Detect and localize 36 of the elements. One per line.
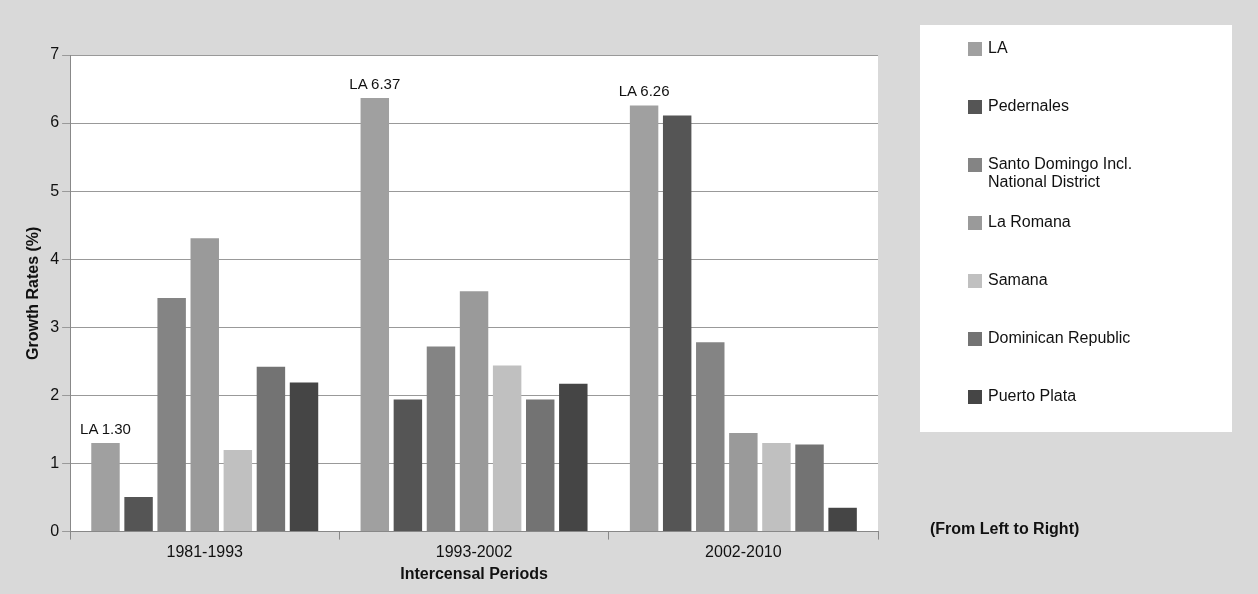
x-tick-label: 2002-2010: [705, 542, 782, 560]
legend-label: LA: [988, 39, 1008, 57]
y-tick-label: 0: [50, 522, 60, 540]
legend-label: Dominican Republic: [988, 329, 1131, 347]
bar: [828, 507, 857, 532]
bar: [662, 115, 692, 532]
bar: [223, 449, 253, 532]
y-tick-label: 2: [50, 385, 60, 403]
y-axis-title: Growth Rates (%): [24, 226, 42, 360]
y-tick-label: 4: [50, 249, 60, 267]
x-axis-title: Intercensal Periods: [400, 564, 548, 582]
x-tick-label: 1993-2002: [435, 542, 513, 560]
bar: [393, 399, 423, 532]
bar: [525, 399, 555, 532]
y-tick-label: 3: [50, 317, 60, 335]
bar: [256, 366, 286, 532]
legend-label: La Romana: [988, 213, 1071, 231]
y-tick-label: 7: [50, 45, 60, 63]
data-label: LA 1.30: [80, 419, 131, 437]
data-label: LA 6.37: [349, 74, 401, 92]
bar: [795, 444, 824, 532]
bar: [559, 383, 588, 532]
bar: [492, 365, 522, 532]
legend-label: Puerto Plata: [988, 387, 1077, 405]
text: (From Left to Right): [930, 520, 1080, 538]
data-label: LA 6.26: [618, 82, 670, 100]
y-tick-label: 5: [50, 181, 60, 199]
bar: [289, 382, 319, 532]
bar: [762, 443, 791, 532]
legend-label: Pedernales: [988, 97, 1069, 115]
legend-label: Samana: [988, 271, 1048, 289]
x-tick-label: 1981-1993: [166, 542, 244, 560]
legend-label: Santo Domingo Incl. National District: [988, 155, 1134, 191]
y-tick-label: 1: [50, 453, 60, 471]
y-tick-label: 6: [50, 113, 60, 131]
bar: [124, 496, 153, 532]
